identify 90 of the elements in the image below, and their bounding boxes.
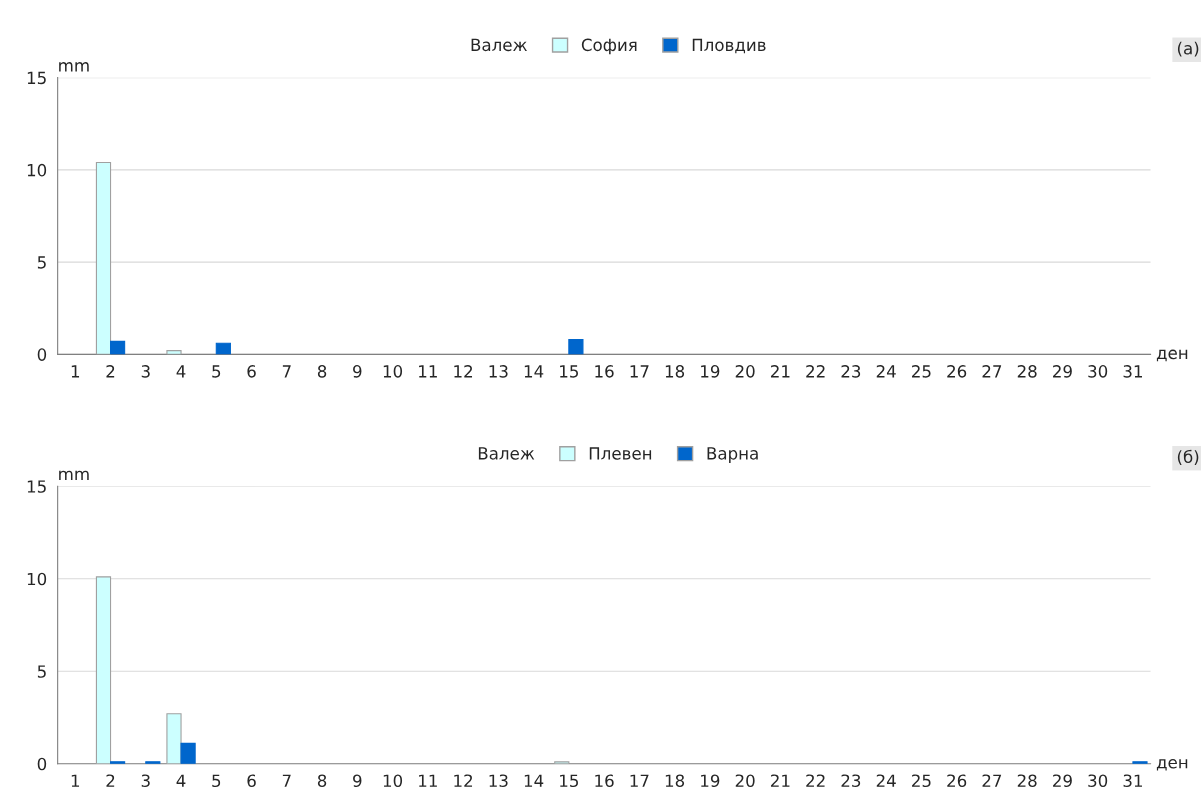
x-tick-label: 20 xyxy=(735,365,755,378)
x-tick-label: 30 xyxy=(1088,774,1108,788)
y-tick-label: 5 xyxy=(37,665,46,678)
legend-label: Пловдив xyxy=(692,38,766,54)
x-tick-label: 31 xyxy=(1123,774,1142,788)
y-tick-label: 15 xyxy=(27,480,46,493)
legend-label: Плевен xyxy=(589,447,652,460)
bar xyxy=(568,339,584,355)
x-tick-label: 24 xyxy=(876,774,896,787)
text: (а) xyxy=(1177,41,1199,57)
x-tick-label: 7 xyxy=(282,774,291,787)
x-tick-label: 23 xyxy=(841,365,861,378)
y-axis-title: mm xyxy=(59,62,89,72)
x-tick-label: 24 xyxy=(876,365,896,378)
x-tick-label: 8 xyxy=(317,365,327,378)
x-tick-label: 10 xyxy=(383,774,403,788)
x-tick-label: 9 xyxy=(353,365,362,378)
x-tick-label: 1 xyxy=(71,365,80,378)
x-tick-label: 23 xyxy=(841,774,861,788)
x-tick-label: 15 xyxy=(560,774,578,788)
y-tick-label: 0 xyxy=(37,348,47,361)
bar xyxy=(95,576,112,764)
x-tick-label: 4 xyxy=(176,365,186,378)
x-tick-label: 26 xyxy=(947,774,967,788)
y-tick-label: 10 xyxy=(27,163,47,177)
x-tick-label: 25 xyxy=(912,365,931,378)
x-tick-label: 22 xyxy=(806,774,825,787)
x-tick-label: 5 xyxy=(212,774,221,788)
x-axis-title: ден xyxy=(1156,349,1188,362)
bar xyxy=(95,161,112,355)
x-tick-label: 6 xyxy=(247,365,256,378)
x-tick-label: 14 xyxy=(524,365,544,378)
y-tick-label: 15 xyxy=(27,71,46,85)
bar xyxy=(215,342,231,355)
x-tick-label: 27 xyxy=(982,365,1002,378)
legend-label: Варна xyxy=(707,447,758,463)
x-tick-label: 31 xyxy=(1123,365,1142,378)
x-tick-label: 13 xyxy=(489,774,508,788)
x-tick-label: 25 xyxy=(912,774,931,788)
x-tick-label: 26 xyxy=(947,365,967,378)
x-tick-label: 2 xyxy=(106,365,115,378)
x-tick-label: 29 xyxy=(1053,774,1072,788)
x-tick-label: 17 xyxy=(630,365,649,378)
x-tick-label: 1 xyxy=(71,774,80,787)
x-tick-label: 19 xyxy=(701,365,720,378)
x-tick-label: 16 xyxy=(595,774,614,788)
x-tick-label: 18 xyxy=(665,774,685,788)
x-tick-label: 3 xyxy=(141,365,150,378)
x-tick-label: 12 xyxy=(454,365,473,378)
x-tick-label: 18 xyxy=(665,365,685,378)
x-tick-label: 28 xyxy=(1017,365,1037,378)
x-tick-label: 5 xyxy=(212,365,221,378)
legend-title: Валеж xyxy=(478,447,535,460)
x-tick-label: 27 xyxy=(982,774,1002,787)
x-tick-label: 14 xyxy=(524,774,544,787)
x-tick-label: 22 xyxy=(806,365,825,378)
x-tick-label: 19 xyxy=(701,774,720,788)
x-tick-label: 30 xyxy=(1088,365,1108,378)
x-tick-label: 12 xyxy=(454,774,473,787)
y-tick-label: 10 xyxy=(27,572,47,586)
bar xyxy=(109,340,126,355)
x-tick-label: 10 xyxy=(383,365,403,378)
y-axis-title: mm xyxy=(59,470,89,480)
bar xyxy=(180,742,196,764)
x-axis-title: ден xyxy=(1156,758,1188,771)
x-tick-label: 17 xyxy=(630,774,649,787)
x-tick-label: 11 xyxy=(419,365,437,378)
x-tick-label: 16 xyxy=(595,365,614,378)
x-tick-label: 15 xyxy=(560,365,578,378)
x-tick-label: 2 xyxy=(106,774,115,787)
legend-label: София xyxy=(581,38,637,55)
x-tick-label: 21 xyxy=(771,774,790,787)
legend-title: Валеж xyxy=(471,38,527,52)
y-tick-label: 5 xyxy=(37,256,46,269)
y-tick-label: 0 xyxy=(37,757,47,771)
bar xyxy=(166,713,182,764)
x-tick-label: 21 xyxy=(771,365,790,378)
x-tick-label: 3 xyxy=(141,774,150,788)
x-tick-label: 13 xyxy=(489,365,508,378)
x-tick-label: 11 xyxy=(419,774,437,787)
x-tick-label: 9 xyxy=(353,774,362,788)
x-tick-label: 7 xyxy=(282,365,291,378)
text: (б) xyxy=(1177,449,1199,465)
x-tick-label: 8 xyxy=(317,774,327,788)
x-tick-label: 4 xyxy=(176,774,186,787)
x-tick-label: 28 xyxy=(1017,774,1037,788)
x-tick-label: 29 xyxy=(1053,365,1072,378)
x-tick-label: 6 xyxy=(247,774,256,788)
bar xyxy=(166,350,182,355)
x-tick-label: 20 xyxy=(735,774,755,788)
